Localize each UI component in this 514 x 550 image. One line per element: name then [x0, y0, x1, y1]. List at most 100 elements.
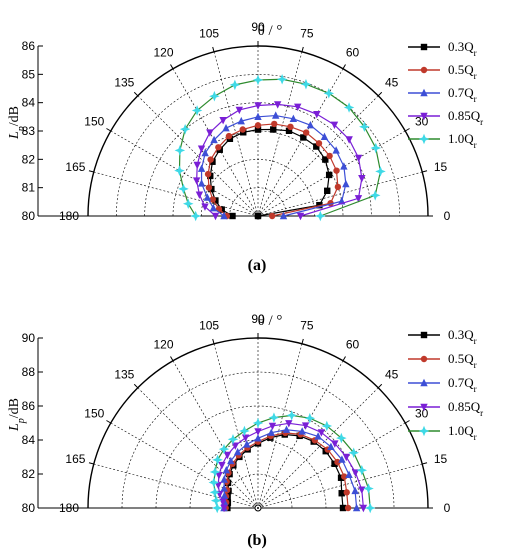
data-point — [420, 112, 428, 121]
data-point — [296, 212, 305, 221]
angle-tick-mark — [301, 46, 304, 52]
legend-label: 1.0Qr — [448, 423, 477, 442]
data-point — [420, 66, 428, 74]
angle-tick-label: 15 — [434, 160, 448, 174]
data-point — [420, 88, 428, 97]
data-point — [302, 129, 310, 136]
data-point — [270, 126, 277, 133]
data-point — [191, 105, 203, 116]
data-point — [219, 116, 227, 125]
data-point — [222, 123, 230, 132]
angle-tick-mark — [342, 64, 346, 70]
data-point — [254, 126, 262, 133]
data-point — [315, 140, 323, 147]
data-point — [300, 78, 312, 90]
data-point — [338, 455, 346, 463]
data-point — [358, 175, 366, 183]
data-point — [241, 434, 250, 442]
data-point — [289, 114, 298, 123]
data-point — [420, 355, 428, 363]
data-point — [418, 133, 430, 145]
angle-tick-label: 45 — [385, 75, 399, 89]
angle-tick-label: 120 — [153, 45, 173, 59]
data-point — [206, 129, 214, 137]
data-point — [203, 193, 212, 201]
data-point — [313, 110, 321, 119]
data-point — [192, 177, 201, 185]
angle-tick-mark — [404, 420, 410, 424]
data-point — [418, 425, 430, 437]
legend-label: 0.5Qr — [448, 62, 477, 81]
panel-caption: (b) — [247, 532, 267, 549]
data-point — [320, 132, 329, 140]
angle-tick-label: 135 — [114, 75, 134, 89]
angle-tick-mark — [342, 356, 346, 362]
data-point — [220, 484, 228, 492]
data-point — [220, 475, 228, 483]
data-point — [322, 156, 329, 163]
data-point — [332, 146, 340, 154]
radial-tick-label: 82 — [22, 467, 36, 481]
data-point — [323, 88, 335, 99]
series-2 — [197, 111, 350, 220]
data-point — [193, 161, 201, 170]
data-point — [336, 432, 347, 444]
data-point — [254, 112, 262, 121]
angle-tick-label: 105 — [199, 318, 219, 332]
angle-tick-mark — [422, 462, 428, 465]
data-point — [220, 491, 229, 499]
angle-tick-label: 60 — [346, 45, 360, 59]
series-line — [225, 432, 349, 509]
data-point — [420, 43, 428, 51]
data-point — [209, 466, 221, 478]
data-point — [207, 156, 214, 163]
data-point — [227, 434, 239, 445]
legend-label: 0.5Qr — [448, 351, 477, 370]
angle-tick-label: 150 — [84, 115, 104, 129]
radial-tick-label: 85 — [22, 67, 36, 81]
grid-spoke — [93, 171, 259, 217]
series-line — [196, 103, 363, 217]
legend-label: 0.7Qr — [448, 375, 477, 394]
data-point — [279, 211, 288, 220]
y-axis-label: Lp/dB — [7, 398, 27, 432]
grid-spoke — [110, 130, 259, 217]
angle-tick-label: 120 — [153, 337, 173, 351]
data-point — [205, 184, 213, 191]
angle-tick-mark — [170, 356, 174, 362]
data-point — [324, 187, 331, 195]
grid-circle — [116, 74, 400, 217]
chart-panel-b: 0153045607590105120135150165180808284868… — [7, 312, 483, 549]
data-point — [268, 412, 280, 423]
angle-tick-mark — [133, 91, 139, 97]
data-point — [313, 143, 320, 150]
data-point — [229, 212, 236, 220]
data-point — [254, 428, 262, 436]
angle-tick-label: 105 — [199, 26, 219, 40]
angle-tick-mark — [377, 91, 383, 97]
data-point — [348, 447, 359, 459]
radial-tick-label: 86 — [22, 399, 36, 413]
data-point — [229, 79, 241, 91]
data-point — [285, 127, 293, 135]
data-point — [286, 410, 298, 421]
angle-tick-label: 150 — [84, 407, 104, 421]
data-point — [239, 126, 246, 133]
data-point — [214, 481, 222, 490]
radial-tick-label: 86 — [22, 39, 36, 53]
data-point — [239, 425, 250, 437]
data-point — [211, 502, 223, 514]
radial-tick-label: 80 — [22, 501, 36, 515]
data-point — [333, 167, 340, 174]
angle-tick-label: 30 — [415, 407, 429, 421]
radial-tick-label: 90 — [22, 331, 36, 345]
data-point — [254, 102, 262, 110]
data-point — [235, 106, 244, 115]
grid-spoke — [257, 51, 303, 217]
data-point — [341, 473, 348, 480]
data-point — [195, 191, 204, 199]
legend-label: 0.3Qr — [448, 327, 477, 346]
data-point — [314, 432, 322, 440]
data-point — [174, 165, 185, 176]
